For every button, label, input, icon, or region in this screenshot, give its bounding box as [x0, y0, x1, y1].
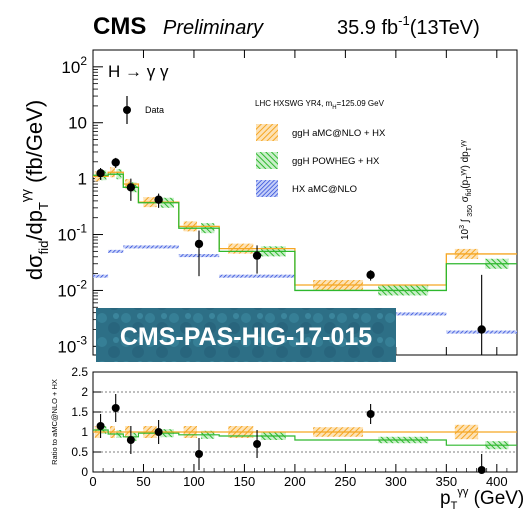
- main-data-point: [96, 169, 105, 178]
- legend-data-label: Data: [145, 105, 164, 115]
- legend-hx-label: HX aMC@NLO: [292, 184, 357, 195]
- ratio-x-tick-label: 300: [385, 474, 407, 489]
- ratio-theory-lines: [93, 429, 517, 446]
- ratio-y-tick-label: 2.5: [71, 365, 88, 379]
- ratio-x-tick-label: 200: [284, 474, 306, 489]
- legend-data-marker: [123, 106, 131, 114]
- ratio-y-tick-label: 1.5: [71, 405, 88, 419]
- ratio-powheg-step-line: [93, 429, 517, 446]
- main-y-tick-label: 1: [78, 170, 87, 189]
- main-data-point: [477, 325, 486, 334]
- process-label: H → γ γ: [108, 62, 169, 81]
- main-data-point: [194, 239, 204, 249]
- legend-note: LHC HXSWG YR4, mH=125.09 GeV: [255, 99, 385, 111]
- ratio-data-point: [96, 422, 105, 430]
- energy-label: (13TeV): [410, 17, 480, 39]
- ratio-data-point: [126, 436, 135, 444]
- ratio-data-point: [366, 410, 375, 418]
- legend-amcnlo-label: ggH aMC@NLO + HX: [292, 128, 386, 139]
- ratio-data-point: [195, 450, 203, 458]
- pas-stamp-background: [96, 308, 396, 362]
- main-powheg-step-line: [93, 173, 517, 292]
- main-hx-band-1: [108, 249, 124, 253]
- legend-hx-swatch: [256, 180, 278, 197]
- legend-powheg-swatch: [256, 152, 278, 169]
- main-data-points: [96, 157, 486, 355]
- ratio-x-tick-label: 150: [234, 474, 256, 489]
- ratio-x-axis: 0 50 100 150 200 250 300 350 400: [89, 464, 508, 489]
- main-theory-lines: [93, 171, 517, 292]
- main-hx-band-0: [93, 274, 109, 278]
- main-y-tick-label: 10-1: [57, 222, 87, 245]
- preliminary-label: Preliminary: [163, 17, 264, 39]
- ratio-x-tick-label: 350: [435, 474, 457, 489]
- ratio-x-tick-label: 50: [136, 474, 150, 489]
- overflow-bin-label: 103 ∫ 350 σfid(pTγγ) dpTγγ: [459, 139, 474, 240]
- main-hx-band-2: [123, 245, 139, 249]
- ratio-data-point: [154, 428, 163, 436]
- x-axis-label: pTγγ (GeV): [440, 486, 524, 512]
- main-hx-band-3: [138, 245, 179, 249]
- ratio-y-axis: 0 0.5 1 1.5 2 2.5: [71, 365, 101, 479]
- ratio-x-tick-label: 100: [183, 474, 205, 489]
- ratio-data-point: [477, 466, 486, 474]
- legend-amcnlo-swatch: [256, 124, 278, 141]
- main-y-axis: 10-3 10-2 10-1 1 10 102: [57, 49, 103, 356]
- ratio-y-tick-label: 1: [81, 425, 88, 439]
- lumi-exponent: -1: [398, 13, 410, 28]
- main-data-point: [366, 270, 375, 280]
- ratio-panel: 0 0.5 1 1.5 2 2.5 0 50 100 150 200 250 300 350 400: [71, 365, 518, 489]
- main-data-point: [111, 158, 120, 167]
- legend-powheg-label: ggH POWHEG + HX: [292, 156, 380, 167]
- ratio-y-tick-label: 2: [81, 385, 88, 399]
- cms-label: CMS: [93, 13, 146, 40]
- ratio-x-tick-label: 0: [89, 474, 96, 489]
- pas-stamp: CMS-PAS-HIG-17-015: [96, 308, 396, 362]
- main-data-point: [126, 183, 136, 192]
- ratio-data-point: [253, 440, 262, 448]
- legend: LHC HXSWG YR4, mH=125.09 GeV Data ggH aM…: [123, 96, 386, 197]
- pas-stamp-text: CMS-PAS-HIG-17-015: [120, 323, 372, 351]
- ratio-dashed-lines: [93, 391, 517, 453]
- ratio-y-tick-label: 0: [81, 465, 88, 479]
- main-y-tick-label: 10: [68, 114, 87, 133]
- main-y-tick-label: 10-2: [57, 277, 87, 300]
- ratio-plot-frame: [92, 371, 518, 473]
- ratio-y-tick-label: 0.5: [71, 445, 88, 459]
- luminosity-label: 35.9 fb-1(13TeV): [337, 13, 480, 39]
- ratio-y-axis-label: Ratio to aMC@NLO + HX: [50, 379, 59, 465]
- ratio-data-point: [111, 404, 120, 412]
- ratio-data-points: [96, 394, 486, 474]
- main-y-tick-label: 10-3: [57, 333, 87, 356]
- ratio-x-tick-label: 400: [486, 474, 508, 489]
- ratio-x-tick-label: 250: [335, 474, 357, 489]
- main-y-axis-label: dσfid/dpTγγ (fb/GeV): [18, 100, 51, 280]
- main-hx-band-5: [219, 274, 295, 278]
- main-data-point: [154, 195, 163, 204]
- main-data-point: [252, 251, 262, 260]
- main-y-tick-label: 102: [61, 54, 87, 77]
